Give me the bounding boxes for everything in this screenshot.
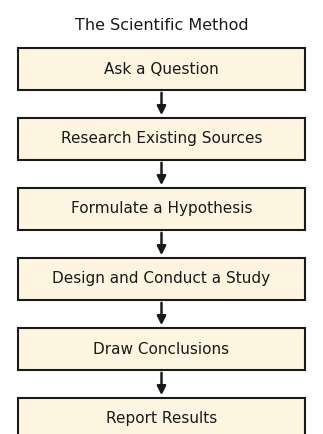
Text: The Scientific Method: The Scientific Method [75,18,248,33]
Text: Draw Conclusions: Draw Conclusions [93,342,230,356]
Bar [18,328,305,370]
Text: Ask a Question: Ask a Question [104,62,219,76]
Text: Formulate a Hypothesis: Formulate a Hypothesis [71,201,252,217]
Bar [18,118,305,160]
Bar [18,398,305,434]
Bar [18,188,305,230]
Text: Design and Conduct a Study: Design and Conduct a Study [52,272,271,286]
Bar [18,258,305,300]
Text: Report Results: Report Results [106,411,217,427]
Text: Research Existing Sources: Research Existing Sources [61,132,262,147]
Bar [18,48,305,90]
